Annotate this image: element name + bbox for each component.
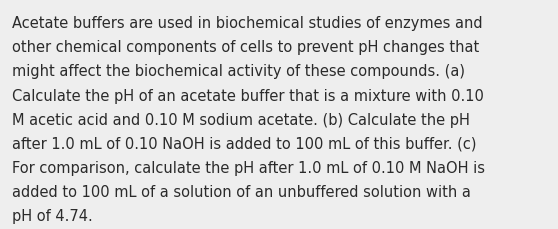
Text: might affect the biochemical activity of these compounds. (a): might affect the biochemical activity of… [12,64,465,79]
Text: other chemical components of cells to prevent pH changes that: other chemical components of cells to pr… [12,40,479,55]
Text: Calculate the pH of an acetate buffer that is a mixture with 0.10: Calculate the pH of an acetate buffer th… [12,88,484,103]
Text: Acetate buffers are used in biochemical studies of enzymes and: Acetate buffers are used in biochemical … [12,16,483,31]
Text: after 1.0 mL of 0.10 NaOH is added to 100 mL of this buffer. (c): after 1.0 mL of 0.10 NaOH is added to 10… [12,136,477,151]
Text: pH of 4.74.: pH of 4.74. [12,208,93,223]
Text: added to 100 mL of a solution of an unbuffered solution with a: added to 100 mL of a solution of an unbu… [12,184,471,199]
Text: For comparison, calculate the pH after 1.0 mL of 0.10 M NaOH is: For comparison, calculate the pH after 1… [12,160,485,175]
Text: M acetic acid and 0.10 M sodium acetate. (b) Calculate the pH: M acetic acid and 0.10 M sodium acetate.… [12,112,470,127]
